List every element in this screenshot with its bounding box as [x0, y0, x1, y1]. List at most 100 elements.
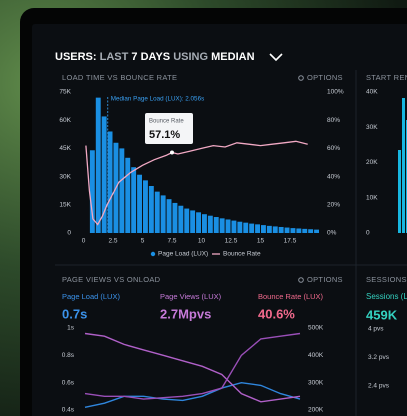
legend-label: Page Load (LUX) — [158, 251, 208, 258]
side-tick-label: 4 pvs — [368, 326, 384, 333]
histogram-bar — [125, 157, 131, 233]
histogram-bar — [119, 148, 125, 233]
y-tick-label: 60K — [59, 117, 71, 124]
legend-swatch — [150, 251, 156, 257]
panel-title: LOAD TIME VS BOUNCE RATE — [62, 73, 177, 82]
y-tick-label: 0 — [67, 230, 71, 237]
metric-label: Page Load (LUX) — [62, 292, 120, 301]
histogram-bar — [178, 205, 184, 233]
y-tick-label: 0.6s — [62, 379, 75, 386]
histogram-bar — [137, 174, 142, 233]
histogram-bar — [278, 226, 284, 233]
x-tick-label: 2.5 — [108, 238, 117, 245]
display — [32, 24, 407, 416]
histogram-bar — [196, 212, 201, 233]
histogram-bar — [266, 225, 272, 233]
y-tick-label: 30K — [59, 173, 71, 180]
header-part: LAST — [100, 51, 129, 63]
y2-tick-label: 300K — [308, 379, 324, 386]
histogram-bar — [160, 195, 166, 233]
histogram-bar — [314, 229, 319, 233]
y-tick-label: 1s — [67, 325, 75, 332]
metric-label: Page Views (LUX) — [160, 292, 222, 301]
metric-value: 2.7Mpvs — [160, 306, 211, 321]
y2-tick-label: 500K — [308, 325, 324, 332]
series-line — [84, 332, 301, 403]
histogram-bar — [184, 208, 190, 233]
tooltip-box — [145, 113, 193, 144]
x-tick-label: 7.5 — [167, 238, 176, 245]
histogram-bar — [219, 218, 225, 233]
y-tick-label: 75K — [59, 89, 71, 96]
histogram-bar — [290, 228, 296, 233]
histogram-bar — [213, 217, 219, 233]
histogram-bar — [190, 210, 196, 233]
x-tick-label: 12.5 — [225, 238, 238, 245]
x-tick-label: 17.5 — [284, 238, 297, 245]
tooltip-value: 57.1% — [149, 129, 180, 141]
metric-value: 40.6% — [258, 306, 295, 321]
x-tick-label: 10 — [198, 238, 206, 245]
histogram-bar — [143, 180, 148, 233]
options-icon — [298, 75, 304, 81]
histogram-bar — [166, 199, 172, 233]
side-tick-label: 40K — [366, 89, 378, 96]
side-tick-label: 10K — [366, 194, 378, 201]
tooltip-point — [170, 150, 174, 155]
legend-label: Bounce Rate — [223, 251, 261, 258]
y2-tick-label: 100% — [327, 89, 344, 96]
histogram-bar — [172, 202, 178, 233]
metric-value: 0.7s — [62, 306, 87, 321]
decor-bar — [398, 150, 401, 233]
options-button[interactable]: OPTIONS — [307, 73, 343, 82]
y2-tick-label: 0% — [327, 230, 337, 237]
histogram-bar — [154, 191, 160, 233]
side-tick-label: 3.2 pvs — [368, 354, 390, 361]
y-tick-label: 15K — [59, 202, 71, 209]
histogram-bar — [101, 116, 107, 233]
y-tick-label: 0.8s — [62, 352, 75, 359]
y2-tick-label: 200K — [308, 407, 324, 414]
histogram-bar — [95, 97, 101, 233]
histogram-bar — [131, 167, 137, 233]
metric-label: Sessions (LUX) — [366, 292, 407, 301]
histogram-bar — [308, 229, 314, 233]
side-tick-label: 30K — [366, 124, 378, 131]
panel-title: PAGE VIEWS VS ONLOAD — [62, 275, 161, 284]
histogram-bar — [225, 219, 231, 233]
side-tick-label: 0 — [366, 230, 370, 237]
histogram-bar — [284, 227, 290, 233]
histogram-bar — [237, 221, 243, 233]
x-tick-label: 15 — [257, 238, 265, 245]
y2-tick-label: 60% — [327, 145, 340, 152]
histogram-bar — [243, 222, 249, 233]
y2-tick-label: 20% — [327, 202, 340, 209]
x-tick-label: 5 — [141, 238, 145, 245]
dropdown-chevron[interactable] — [269, 53, 283, 62]
histogram-bar — [261, 225, 266, 233]
header-part: USERS: — [55, 51, 97, 63]
y-tick-label: 45K — [59, 145, 71, 152]
series-line — [84, 332, 301, 400]
side-tick-label: 2.4 pvs — [368, 383, 390, 390]
histogram-bar — [249, 223, 255, 233]
histogram-bar — [302, 228, 308, 233]
panel-title: SESSIONS — [366, 275, 407, 284]
histogram-bar — [202, 214, 207, 233]
panel-title: START REN — [366, 73, 407, 82]
decor-bar — [402, 98, 405, 233]
y2-tick-label: 400K — [308, 352, 324, 359]
histogram-bar — [107, 131, 113, 233]
tooltip-title: Bounce Rate — [149, 119, 184, 125]
y2-tick-label: 80% — [327, 117, 340, 124]
options-icon — [298, 277, 304, 283]
histogram-bar — [207, 215, 213, 233]
options-button[interactable]: OPTIONS — [307, 275, 343, 284]
histogram-bar — [231, 220, 237, 233]
header: USERS: LAST 7 DAYS USING MEDIAN — [55, 51, 255, 63]
header-part: MEDIAN — [211, 51, 254, 63]
header-part: USING — [173, 51, 208, 63]
histogram-bar — [89, 150, 95, 233]
metric-value: 459K — [366, 307, 398, 322]
histogram-bar — [272, 226, 278, 233]
